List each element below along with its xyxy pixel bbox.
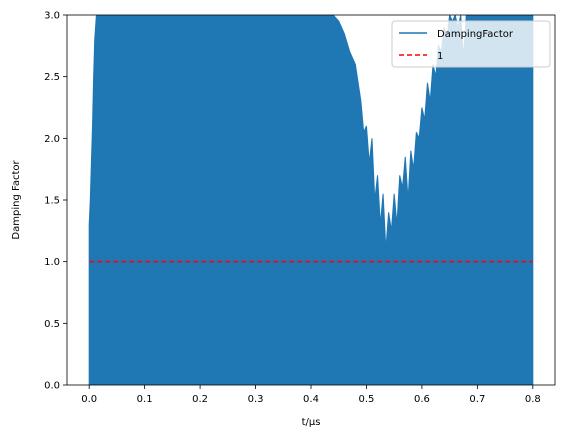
y-axis-label: Damping Factor: [11, 160, 22, 240]
x-tick-label: 0.3: [248, 394, 264, 405]
x-tick-label: 0.8: [525, 394, 541, 405]
y-tick-label: 0.5: [44, 319, 60, 330]
legend-label-reference: 1: [437, 51, 443, 62]
damping-factor-series: [88, 15, 534, 385]
x-tick-label: 0.0: [81, 394, 97, 405]
y-tick-label: 2.5: [44, 72, 60, 83]
x-tick-label: 0.7: [469, 394, 485, 405]
legend-box: [391, 20, 551, 68]
y-tick-label: 0.0: [44, 381, 60, 392]
y-tick-label: 1.0: [44, 257, 60, 268]
y-tick-label: 1.5: [44, 196, 60, 207]
series-layer: [88, 15, 534, 385]
x-tick-label: 0.5: [359, 394, 375, 405]
y-axis-ticks: 0.0 0.5 1.0 1.5 2.0 2.5 3.0: [44, 11, 67, 392]
legend-label-dampingfactor: DampingFactor: [437, 29, 514, 40]
x-tick-label: 0.6: [414, 394, 430, 405]
y-tick-label: 2.0: [44, 134, 60, 145]
x-tick-label: 0.1: [137, 394, 153, 405]
x-tick-label: 0.4: [303, 394, 319, 405]
x-tick-label: 0.2: [192, 394, 208, 405]
x-axis-ticks: 0.0 0.1 0.2 0.3 0.4 0.5 0.6 0.7 0.8: [81, 385, 541, 405]
y-tick-label: 3.0: [44, 11, 60, 22]
legend: DampingFactor 1: [391, 20, 551, 68]
x-axis-label: t/μs: [302, 417, 321, 428]
